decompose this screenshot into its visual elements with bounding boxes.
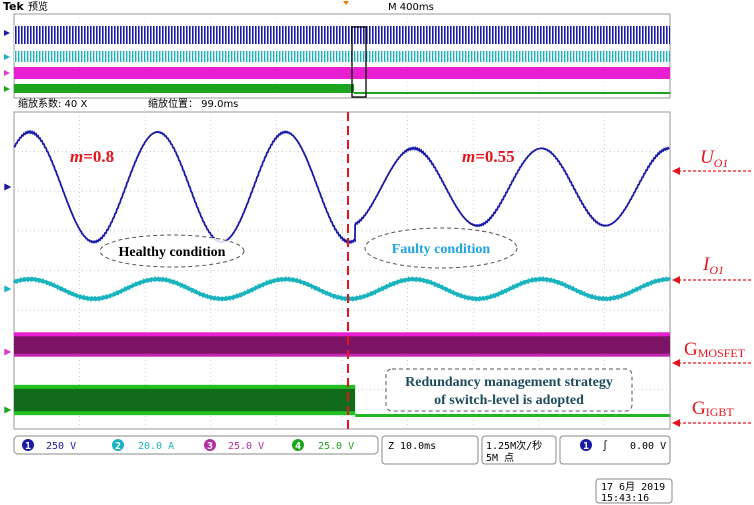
svg-text:m=0.8: m=0.8 — [70, 147, 114, 166]
faulty-condition-label: Faulty condition — [392, 242, 491, 257]
ch1-readout[interactable]: 1 250 V — [22, 439, 76, 452]
io1-arrow-icon — [672, 276, 680, 284]
sample-rate: 1.25M次/秒 — [486, 439, 542, 452]
ch3-scale: 25.0 V — [228, 441, 264, 452]
svg-text:2: 2 — [115, 441, 121, 452]
timebase-label: M 400ms — [388, 2, 434, 13]
redundancy-line-1: Redundancy management strategy — [405, 375, 613, 390]
svg-text:1: 1 — [25, 441, 31, 452]
redundancy-callout: Redundancy management strategy of switch… — [385, 368, 633, 412]
trigger-level: 0.00 V — [630, 441, 666, 452]
ch4-ground-marker-icon[interactable] — [3, 405, 13, 415]
redundancy-line-2: of switch-level is adopted — [434, 393, 584, 408]
annotation-m-faulty: m=0.55 — [462, 147, 515, 166]
svg-text:UO1: UO1 — [700, 147, 728, 170]
signal-label-gigbt: GIGBT — [672, 398, 751, 427]
zoom-window-box[interactable] — [351, 26, 367, 98]
brand-label: Tek — [3, 0, 25, 13]
channel-readouts: 1 250 V 2 20.0 A 3 25.0 V 4 25.0 V — [13, 435, 379, 455]
faulty-condition-callout: Faulty condition — [364, 227, 518, 269]
trigger-readout[interactable]: 1 ∫ 0.00 V — [559, 435, 671, 465]
time-label: 15:43:16 — [601, 493, 649, 504]
zoom-factor-label: 缩放系数: 40 X — [18, 97, 87, 110]
ch4-pwm-low-edge — [14, 411, 356, 416]
sample-readout[interactable]: 1.25M次/秒 5M 点 — [481, 435, 557, 465]
trigger-position-icon — [343, 1, 349, 5]
ch4-scale: 25.0 V — [318, 441, 354, 452]
overview-trace-ch4-off — [354, 92, 670, 94]
scope-header: Tek 预览 M 400ms — [3, 0, 434, 13]
ch2-current-trace — [13, 276, 672, 302]
gmosfet-arrow-icon — [672, 359, 680, 367]
ch4-readout[interactable]: 4 25.0 V — [292, 439, 354, 452]
ch3-ground-marker-icon[interactable] — [3, 347, 13, 357]
ch2-readout[interactable]: 2 20.0 A — [112, 439, 174, 452]
overview-ch3-marker-icon — [4, 70, 10, 76]
overview-ch4-marker-icon — [4, 86, 10, 92]
timebase-readout[interactable]: Z 10.0ms — [381, 435, 479, 465]
healthy-condition-callout: Healthy condition — [99, 234, 245, 268]
trigger-channel: 1 — [583, 441, 589, 452]
overview-ch1-marker-icon — [4, 30, 10, 36]
ch1-voltage-trace — [13, 129, 670, 245]
annotation-m-healthy: m=0.8 — [70, 147, 114, 166]
overview-trace-ch2 — [14, 51, 670, 62]
signal-label-io1: IO1 — [672, 254, 751, 284]
ch4-off-level — [355, 414, 670, 417]
date-label: 17 6月 2019 — [601, 481, 665, 493]
zoom-time-div: Z 10.0ms — [388, 441, 436, 452]
record-length: 5M 点 — [486, 452, 514, 464]
ch4-pwm-high-edge — [14, 384, 356, 389]
datetime-readout: 17 6月 2019 15:43:16 — [595, 478, 673, 504]
svg-text:m=0.55: m=0.55 — [462, 147, 515, 166]
ch4-pwm-band — [14, 385, 356, 415]
ch1-ground-marker-icon[interactable] — [3, 182, 13, 192]
overview-ch2-marker-icon — [4, 54, 10, 60]
signal-label-uo1: UO1 — [672, 147, 751, 175]
overview-trace-ch1 — [14, 26, 670, 44]
svg-text:IO1: IO1 — [702, 254, 724, 277]
trigger-slope-icon: ∫ — [602, 440, 608, 452]
svg-text:GMOSFET: GMOSFET — [684, 339, 746, 360]
healthy-condition-label: Healthy condition — [119, 245, 226, 260]
ch2-ground-marker-icon[interactable] — [3, 284, 13, 294]
svg-text:GIGBT: GIGBT — [692, 398, 734, 419]
ch3-pwm-band — [14, 334, 670, 356]
ch3-pwm-high-edge — [14, 332, 670, 337]
overview-trace-ch3 — [14, 67, 670, 79]
ch1-scale: 250 V — [46, 441, 76, 452]
uo1-arrow-icon — [672, 167, 680, 175]
ch2-scale: 20.0 A — [138, 441, 174, 452]
overview-panel — [4, 13, 671, 99]
svg-text:4: 4 — [295, 441, 301, 452]
overview-trace-ch4-on — [14, 84, 354, 93]
gigbt-arrow-icon — [672, 419, 680, 427]
signal-label-gmosfet: GMOSFET — [672, 339, 751, 367]
ch3-readout[interactable]: 3 25.0 V — [204, 439, 264, 452]
svg-text:3: 3 — [207, 441, 213, 452]
zoom-position-label: 缩放位置： 99.0ms — [148, 97, 238, 110]
ch3-pwm-low-edge — [14, 353, 670, 357]
mode-label: 预览 — [28, 0, 48, 13]
